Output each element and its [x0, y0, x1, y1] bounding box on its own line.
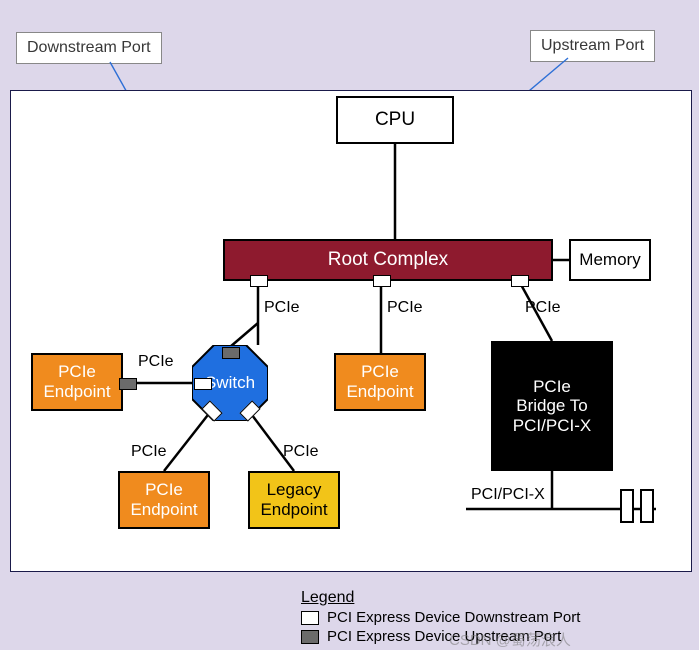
link-label-root-3: PCIe	[525, 299, 561, 317]
legend-title: Legend	[301, 589, 580, 607]
legend-row-downstream: PCI Express Device Downstream Port	[301, 609, 580, 626]
pcie-endpoint-mid: PCIe Endpoint	[334, 353, 426, 411]
watermark: CSDN @蜀荡浪人	[449, 629, 571, 650]
legacy-endpoint: Legacy Endpoint	[248, 471, 340, 529]
legend-downstream-text: PCI Express Device Downstream Port	[327, 609, 580, 626]
root-port-2	[373, 275, 391, 287]
diagram-canvas: CPU Root Complex Memory PCIe PCIe PCIe P…	[10, 90, 692, 572]
link-label-br: PCIe	[283, 443, 319, 461]
pcie-bridge-block: PCIe Bridge To PCI/PCI-X	[491, 341, 613, 471]
memory-block: Memory	[569, 239, 651, 281]
link-label-left: PCIe	[138, 353, 174, 371]
legend-upstream-icon	[301, 630, 319, 644]
pci-slot-1	[620, 489, 634, 523]
link-label-root-2: PCIe	[387, 299, 423, 317]
link-label-root-1: PCIe	[264, 299, 300, 317]
pci-bus-label: PCI/PCI-X	[471, 486, 545, 504]
root-port-3	[511, 275, 529, 287]
pcie-endpoint-left: PCIe Endpoint	[31, 353, 123, 411]
root-port-1	[250, 275, 268, 287]
topology-lines	[11, 91, 691, 571]
switch-upstream-port	[222, 347, 240, 359]
cpu-block: CPU	[336, 96, 454, 144]
pcie-endpoint-bottom-left: PCIe Endpoint	[118, 471, 210, 529]
legend-downstream-icon	[301, 611, 319, 625]
link-label-bl: PCIe	[131, 443, 167, 461]
switch-down-port-left	[194, 378, 212, 390]
ep-left-upstream-port	[119, 378, 137, 390]
pci-slot-2	[640, 489, 654, 523]
switch-label: Switch	[205, 373, 255, 393]
